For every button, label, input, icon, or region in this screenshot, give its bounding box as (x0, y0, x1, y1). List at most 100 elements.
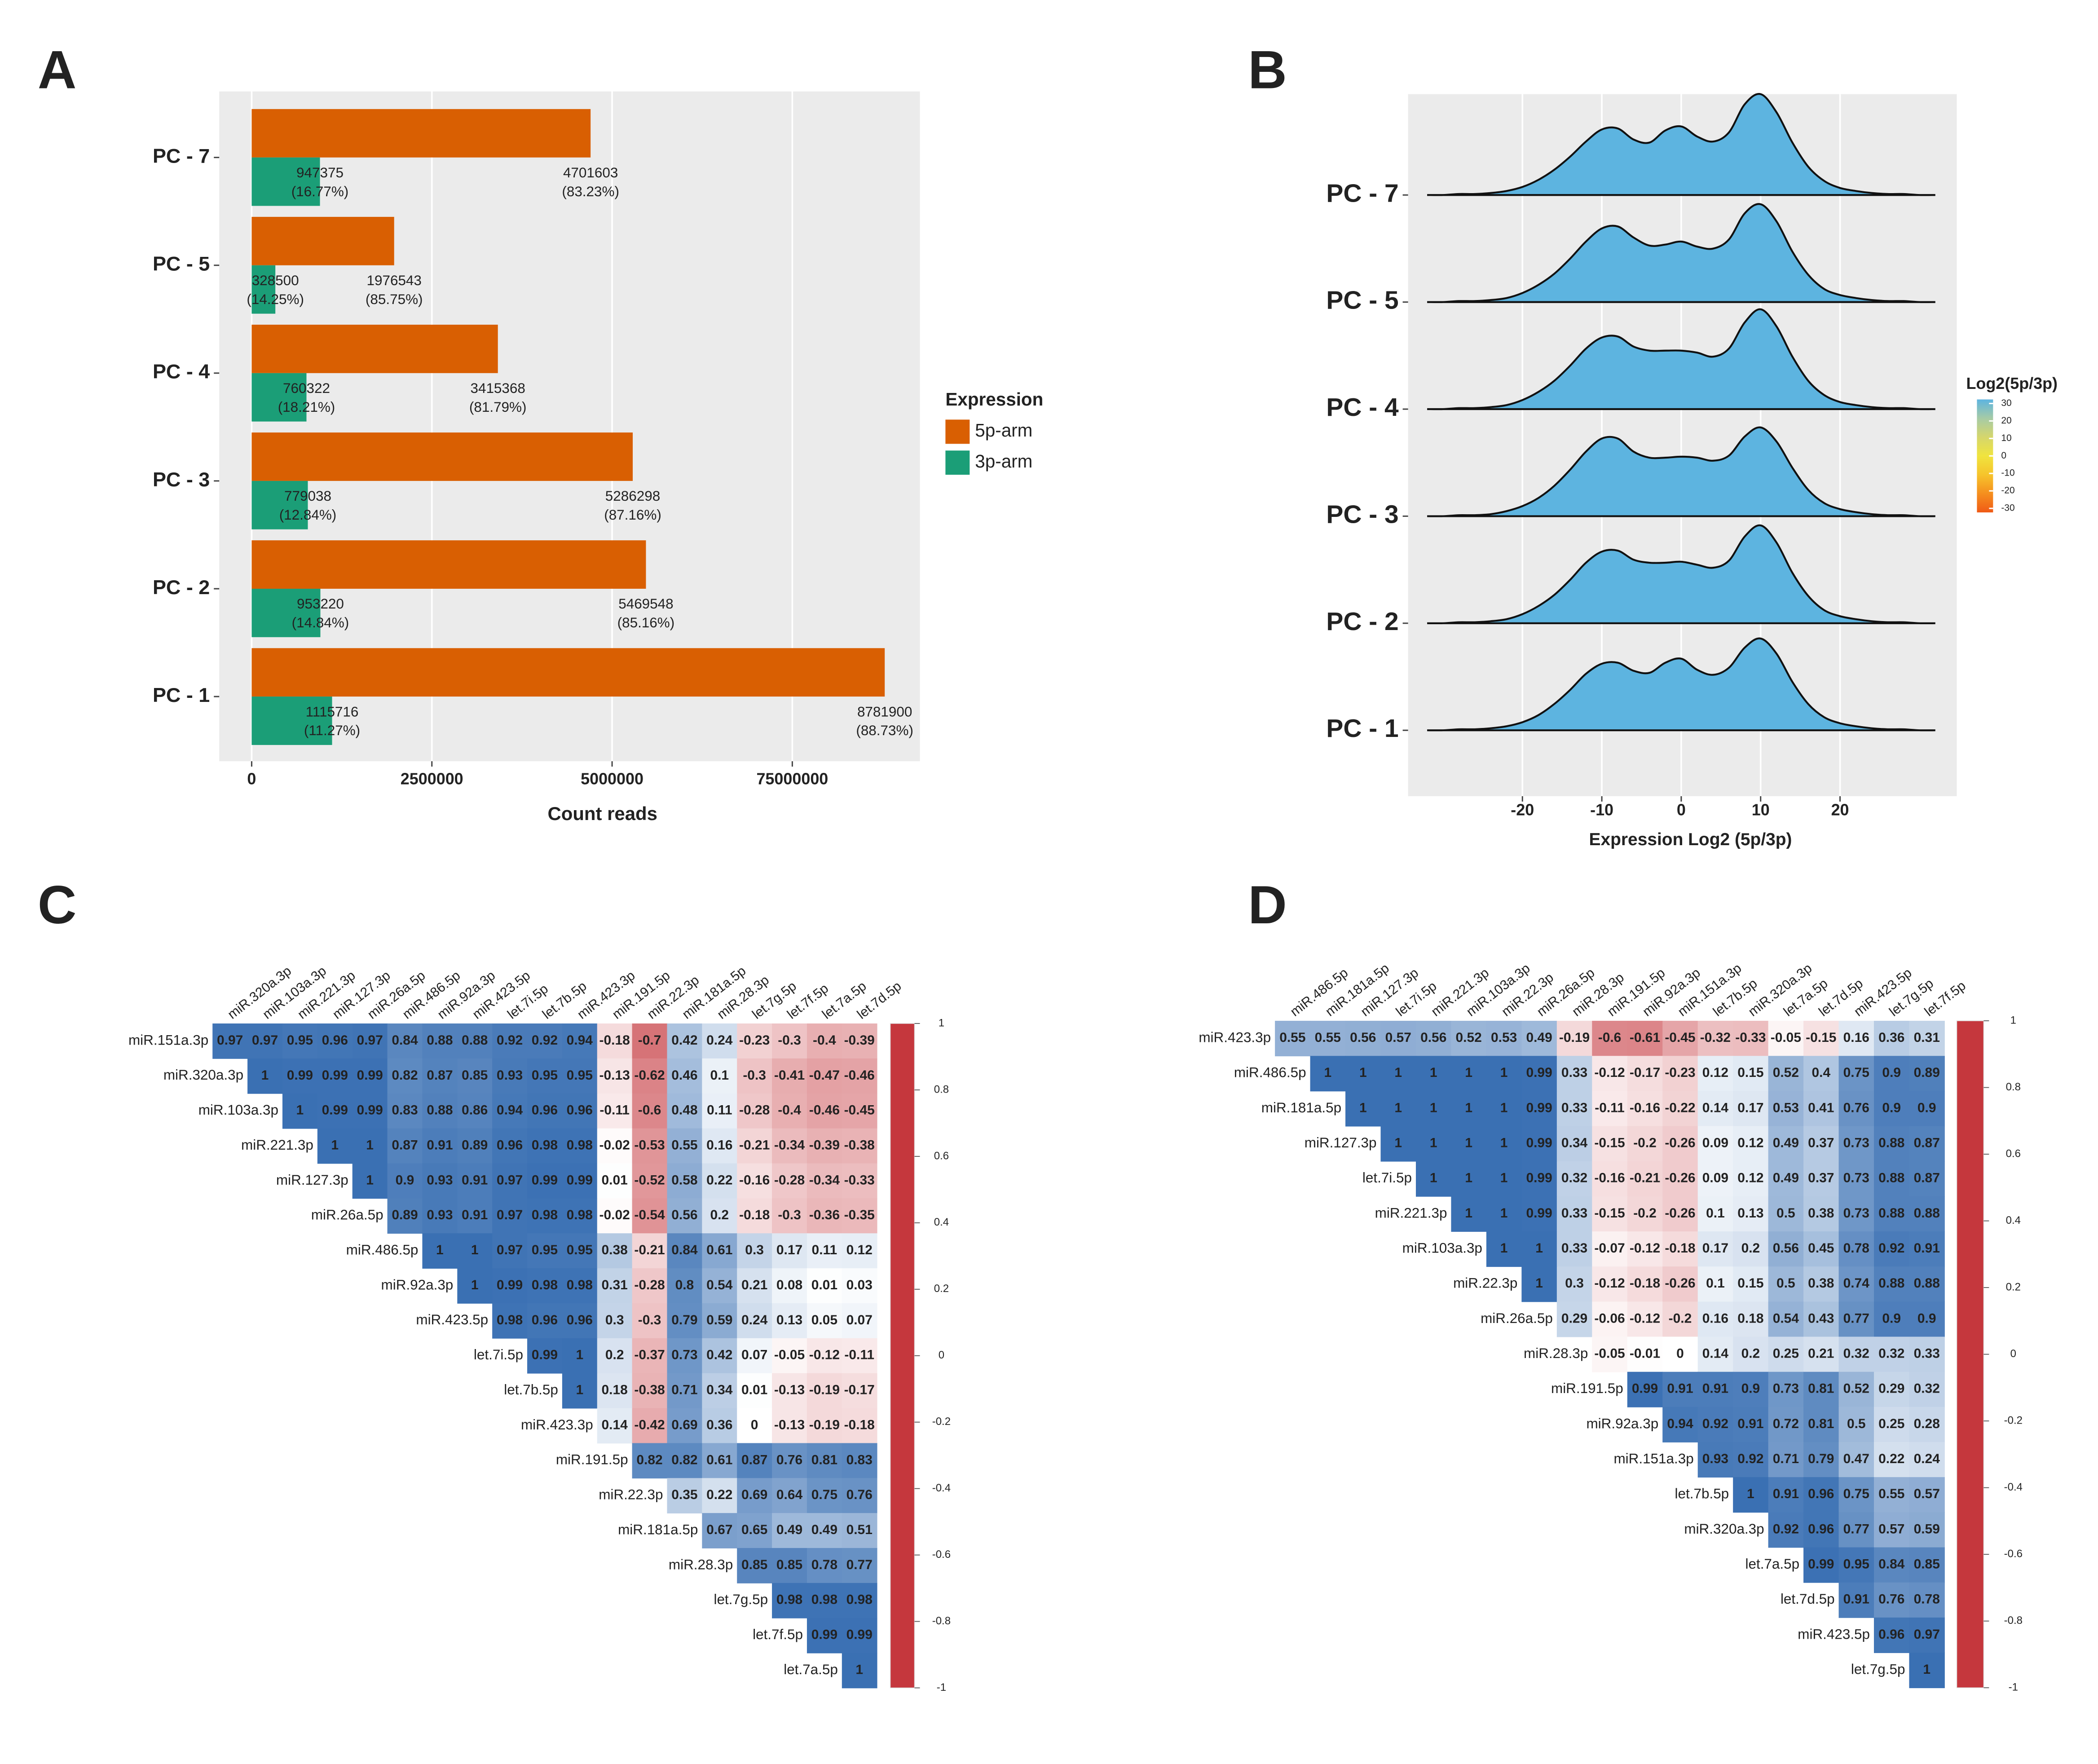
heatmap-cell (1803, 1407, 1839, 1442)
share-label: (87.16%) (604, 507, 661, 523)
cell-label: 0.78 (1843, 1241, 1869, 1256)
cell-label: 0.99 (567, 1173, 593, 1187)
heatmap-cell (1521, 1161, 1557, 1197)
cell-label: 0.5 (1847, 1416, 1866, 1431)
cell-label: 0.24 (1914, 1451, 1940, 1466)
heatmap-cell (737, 1128, 772, 1164)
cell-label: 0.95 (567, 1243, 593, 1257)
heatmap-cell (1627, 1372, 1663, 1407)
colorbar-tick-label: -0.8 (932, 1615, 951, 1627)
heatmap-cell (1909, 1196, 1945, 1232)
cell-label: 0.9 (1882, 1311, 1901, 1326)
cell-label: 0.53 (1773, 1100, 1799, 1115)
heatmap-cell (737, 1198, 772, 1234)
heatmap-cell (1697, 1161, 1734, 1197)
cell-label: 0.14 (1702, 1100, 1729, 1115)
cell-label: -0.42 (634, 1417, 665, 1432)
heatmap-cell (1909, 1372, 1945, 1407)
heatmap-cell (807, 1303, 842, 1339)
cell-label: 0.98 (567, 1138, 593, 1152)
cell-label: -0.23 (739, 1033, 770, 1048)
cell-label: 0.88 (1878, 1276, 1904, 1291)
heatmap-cell (492, 1058, 528, 1094)
heatmap-cell (1838, 1021, 1874, 1057)
cell-label: 0.91 (1737, 1416, 1763, 1431)
cell-label: -0.2 (1633, 1206, 1657, 1221)
share-label: (14.84%) (292, 615, 349, 631)
cell-label: 0.74 (1843, 1276, 1870, 1291)
row-label: let.7g.5p (1851, 1661, 1905, 1677)
heatmap-cell (492, 1128, 528, 1164)
cell-label: 0.31 (1914, 1030, 1940, 1045)
heatmap-cell (807, 1268, 842, 1304)
x-tick-label: 5000000 (581, 769, 644, 788)
row-label: let.7a.5p (784, 1662, 838, 1677)
heatmap-cell (1803, 1442, 1839, 1478)
heatmap-cell (842, 1128, 877, 1164)
cell-label: 0.2 (605, 1348, 624, 1363)
heatmap-cell (1451, 1161, 1487, 1197)
cell-label: 0.91 (1914, 1241, 1940, 1256)
heatmap-cell (842, 1513, 877, 1548)
cell-label: 0.38 (602, 1243, 628, 1257)
cell-label: 0.98 (532, 1138, 558, 1152)
panel-letter: C (38, 875, 77, 935)
cell-label: 0.16 (1702, 1311, 1728, 1326)
colorbar-tick-label: -30 (2001, 503, 2014, 513)
cell-label: 0.38 (1808, 1276, 1834, 1291)
cell-label: 0.1 (1706, 1276, 1725, 1291)
cell-label: -0.16 (1630, 1100, 1660, 1115)
heatmap-cell (667, 1338, 703, 1374)
heatmap-cell (667, 1478, 703, 1514)
cell-label: -0.33 (844, 1173, 875, 1187)
cell-label: -0.3 (743, 1068, 766, 1083)
colorbar-tick-label: 1 (939, 1017, 944, 1029)
heatmap-cell (1768, 1336, 1804, 1372)
heatmap-cell (1838, 1091, 1874, 1127)
cell-label: 0.98 (532, 1278, 558, 1292)
cell-label: 0.89 (462, 1138, 488, 1152)
cell-label: 0.65 (741, 1522, 767, 1537)
row-label: miR.28.3p (1524, 1345, 1588, 1361)
cell-label: 1 (1359, 1100, 1367, 1115)
cell-label: 0.99 (811, 1627, 837, 1642)
heatmap-cell (457, 1163, 493, 1199)
heatmap-cell (842, 1618, 877, 1654)
cell-label: 0.3 (1565, 1276, 1584, 1291)
heatmap-cell (597, 1233, 633, 1269)
heatmap-cell (282, 1023, 318, 1059)
cell-label: 0.96 (1808, 1521, 1834, 1536)
heatmap-cell (597, 1058, 633, 1094)
cell-label: 0.78 (1914, 1592, 1940, 1607)
cell-label: -0.19 (809, 1417, 840, 1432)
heatmap-cell (562, 1303, 598, 1339)
heatmap-cell (702, 1023, 738, 1059)
cell-label: 0.07 (741, 1348, 767, 1363)
heatmap-cell (1768, 1477, 1804, 1513)
cell-label: 0.8 (675, 1278, 694, 1292)
heatmap-cell (527, 1338, 563, 1374)
colorbar-tick-label: 0.6 (2006, 1147, 2021, 1160)
bar (251, 216, 394, 265)
heatmap-cell (1768, 1266, 1804, 1302)
value-label: 947375 (296, 165, 344, 181)
colorbar-tick-label: 0 (939, 1349, 944, 1361)
cell-label: 1 (1500, 1206, 1508, 1221)
cell-label: 0.2 (1741, 1346, 1760, 1361)
heatmap-cell (632, 1233, 668, 1269)
cell-label: 0.75 (1843, 1065, 1869, 1080)
cell-label: 0.59 (706, 1313, 732, 1327)
cell-label: -0.37 (634, 1348, 665, 1363)
heatmap-cell (1838, 1372, 1874, 1407)
colorbar (890, 1023, 915, 1689)
heatmap-cell (1697, 1266, 1734, 1302)
heatmap-cell (702, 1373, 738, 1409)
heatmap-cell (1909, 1231, 1945, 1267)
cell-label: -0.41 (774, 1068, 805, 1083)
heatmap-cell (422, 1058, 458, 1094)
heatmap-cell (842, 1373, 877, 1409)
cell-label: 0.56 (671, 1208, 697, 1222)
cell-label: 0.9 (1917, 1311, 1936, 1326)
value-label: 953220 (297, 596, 344, 612)
cell-label: 0.55 (1279, 1030, 1305, 1045)
